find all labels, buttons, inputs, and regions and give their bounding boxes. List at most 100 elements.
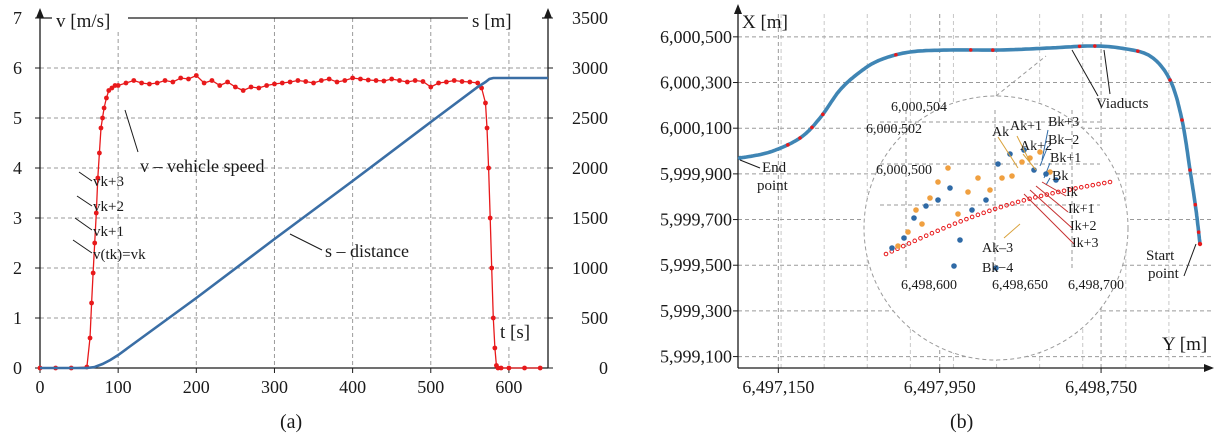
inset-a-point <box>935 179 941 185</box>
speed-point <box>256 85 262 91</box>
panel-b-y-tick: 6,000,500 <box>660 27 732 47</box>
inset-i-point <box>906 241 912 246</box>
trajectory-highlight-point <box>1077 44 1082 49</box>
trajectory-highlight-point <box>1136 49 1140 53</box>
inset-i-point <box>1096 181 1101 187</box>
viaducts-label: Viaducts <box>1096 96 1149 112</box>
panel-a-x-tick: 400 <box>339 377 366 397</box>
speed-point <box>484 125 490 131</box>
speed-point <box>311 80 316 86</box>
trajectory-highlight-point <box>798 136 802 140</box>
inset-label-ik1: Ik+1 <box>1068 202 1095 217</box>
panel-a-left-tick: 4 <box>13 158 22 178</box>
panel-b-x-tick: 6,497,950 <box>904 377 976 397</box>
panel-a-x-tick: 100 <box>105 377 132 397</box>
speed-point <box>193 73 199 78</box>
speed-point <box>475 80 481 86</box>
panel-b-y-tick: 6,000,300 <box>660 73 732 93</box>
speed-point <box>162 78 168 83</box>
panel-a-x-ticks: 0 100 200 300 400 500 600 <box>36 368 522 397</box>
inset-label-ak: Ak <box>992 125 1009 140</box>
speed-point <box>428 84 434 90</box>
panel-a-right-tick: 3000 <box>572 58 608 78</box>
speed-series-line <box>40 74 541 369</box>
inset-label-bk1: Bk+1 <box>1050 151 1081 166</box>
end-point-marker <box>737 155 743 161</box>
panel-b-y-tick: 5,999,700 <box>660 210 732 230</box>
inset-b-point <box>995 161 1001 167</box>
inset-i-point <box>1015 199 1021 205</box>
speed-point <box>248 84 254 90</box>
inset-i-point <box>1027 196 1032 202</box>
inset-b-point <box>935 197 941 203</box>
trajectory-highlight-point <box>810 125 814 130</box>
speed-point <box>483 100 488 106</box>
inset-x-tick-2: 6,498,700 <box>1068 278 1124 293</box>
speed-point <box>498 365 504 371</box>
inset-a-point <box>913 207 919 213</box>
speed-point <box>489 265 495 271</box>
panel-a-right-tick: 3500 <box>572 8 608 28</box>
vk3-annotation: vk+3 <box>93 174 124 190</box>
speed-point <box>232 84 238 90</box>
speed-point <box>412 78 418 83</box>
inset-label-bk4: Bk−4 <box>982 261 1013 276</box>
inset-i-point <box>1004 203 1009 208</box>
speed-annotation: v – vehicle speed <box>140 156 264 176</box>
speed-point <box>201 80 207 86</box>
inset-label-ak3: Ak–3 <box>982 241 1013 256</box>
speed-point <box>373 78 379 83</box>
inset-i-point <box>987 208 992 214</box>
inset-i-leaders <box>1023 181 1075 245</box>
inset-label-bk2: Bk−2 <box>1048 133 1079 148</box>
panel-b-x-ticks: 6,497,150 6,497,950 6,498,750 <box>742 368 1137 397</box>
inset-i-point <box>1050 190 1055 196</box>
speed-point <box>389 76 395 82</box>
panel-a-left-tick: 3 <box>13 208 22 228</box>
speed-point <box>451 78 457 83</box>
panel-a-x-tick: 600 <box>495 377 522 397</box>
panel-a-left-tick: 1 <box>13 308 22 328</box>
inset-b-point <box>983 197 989 203</box>
speed-point <box>444 79 449 85</box>
inset-y-tick-1: 6,000,502 <box>866 122 922 137</box>
inset-i-point <box>918 235 923 241</box>
panel-a-x-label: t [s] <box>500 322 530 343</box>
inset-i-point <box>969 214 975 220</box>
inset-y-tick-2: 6,000,504 <box>891 100 947 115</box>
speed-point <box>95 175 101 181</box>
speed-point <box>318 78 324 83</box>
speed-point <box>342 78 348 83</box>
panel-b-y-tick: 5,999,500 <box>660 255 732 275</box>
speed-point <box>486 165 492 171</box>
panel-a-right-ticks: 0 500 1000 1500 2000 2500 3000 3500 <box>548 8 608 378</box>
inset-i-point <box>1021 198 1027 203</box>
inset-a-point <box>1009 173 1015 179</box>
speed-point <box>420 79 426 84</box>
inset-i-point <box>1090 182 1096 188</box>
inset-label-ik2: Ik+2 <box>1070 219 1097 234</box>
panel-a-right-tick: 2500 <box>572 108 608 128</box>
inset-i-point <box>900 243 906 249</box>
panel-b-caption: (b) <box>950 411 973 433</box>
inset-i-point <box>1033 195 1038 200</box>
inset-connector <box>995 55 1047 97</box>
trajectory-highlight-point <box>1196 230 1201 234</box>
inset-i-point <box>929 230 935 236</box>
inset-points <box>883 147 1113 271</box>
inset-b-point <box>951 263 957 269</box>
speed-point <box>334 79 340 85</box>
speed-point <box>147 81 152 87</box>
speed-point <box>186 76 191 82</box>
inset-b-point <box>911 215 917 221</box>
panel-a-left-tick: 6 <box>13 58 22 78</box>
trajectory-highlight-point <box>1180 118 1184 122</box>
inset-label-bk3: Bk+3 <box>1048 115 1079 130</box>
panel-a-left-tick: 7 <box>13 8 22 28</box>
speed-point <box>170 79 176 85</box>
speed-point <box>154 80 160 86</box>
speed-point <box>467 79 473 85</box>
panel-a-left-tick: 5 <box>13 108 22 128</box>
inset-label-ak2: Ak+2 <box>1020 139 1052 154</box>
inset-a-point <box>895 243 901 249</box>
